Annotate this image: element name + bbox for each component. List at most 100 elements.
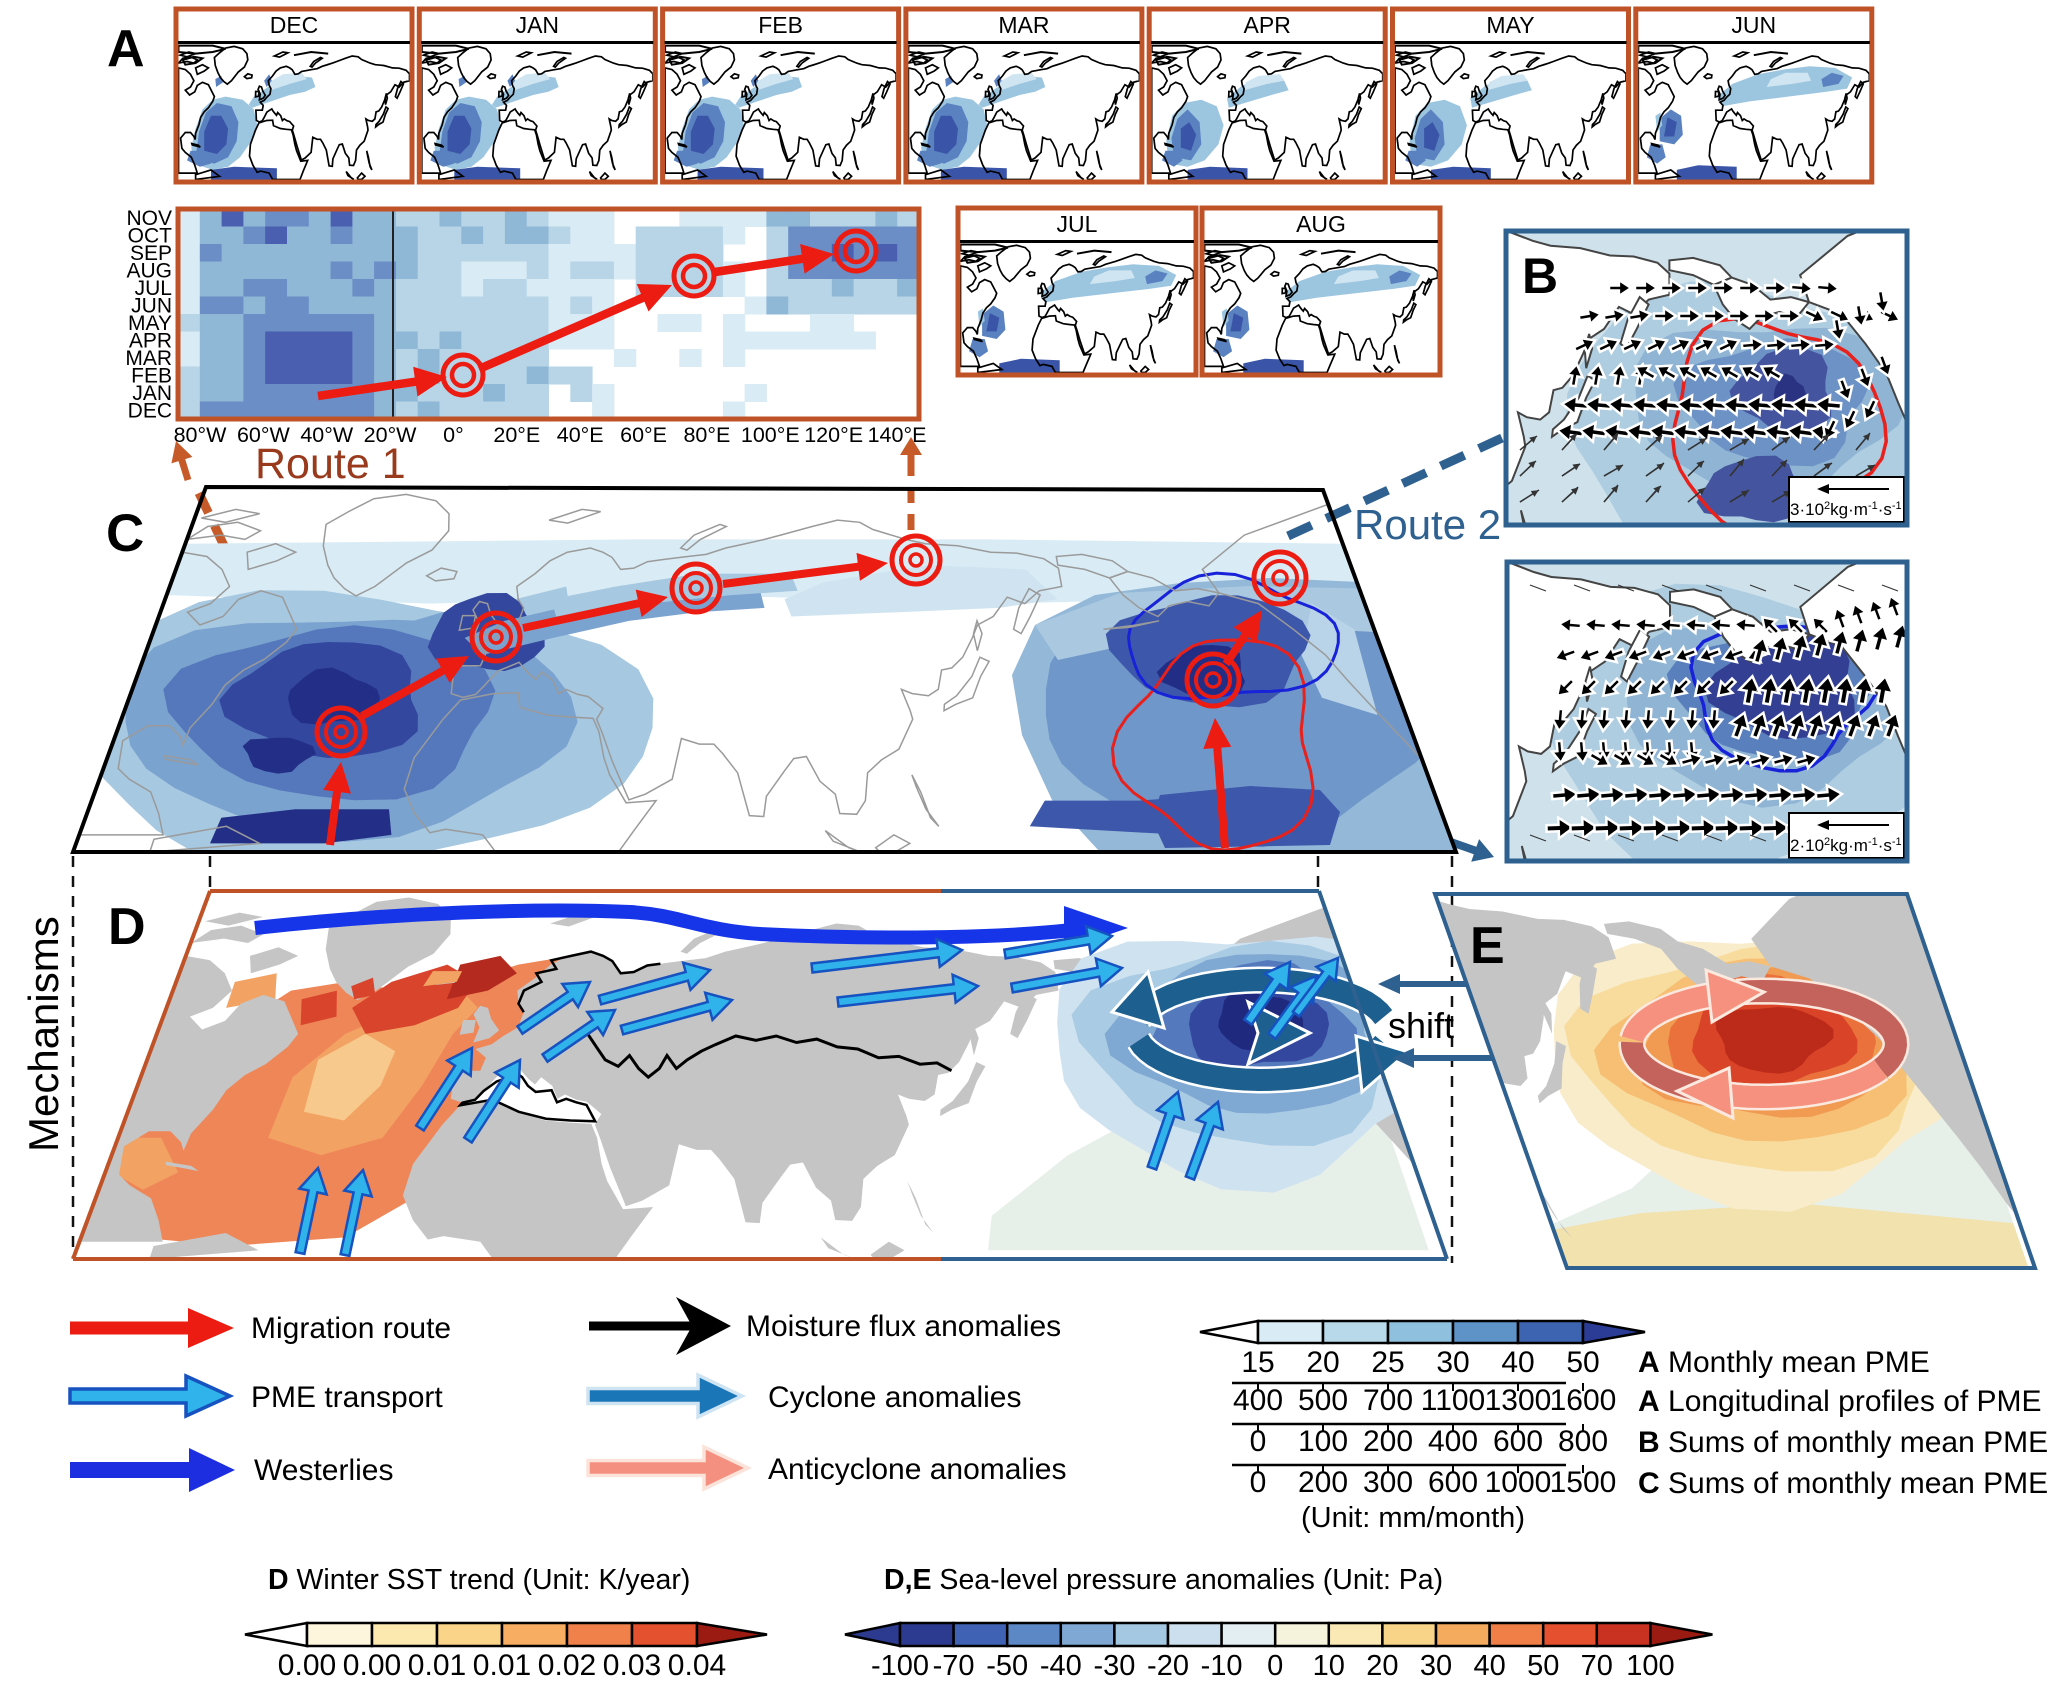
svg-text:JUL: JUL [1057,211,1098,237]
svg-text:PME transport: PME transport [251,1381,443,1414]
svg-text:-100: -100 [871,1650,929,1681]
svg-text:0: 0 [1250,1425,1267,1458]
svg-text:100: 100 [1626,1650,1674,1681]
svg-text:200: 200 [1363,1425,1413,1458]
svg-text:1500: 1500 [1550,1466,1617,1499]
svg-text:30: 30 [1436,1346,1469,1379]
svg-text:FEB: FEB [758,12,803,38]
svg-text:140°E: 140°E [868,423,927,447]
svg-text:SEP: SEP [130,242,172,265]
svg-text:15: 15 [1241,1346,1274,1379]
svg-text:D: D [108,898,146,956]
svg-text:JUN: JUN [1731,12,1776,38]
svg-text:0.02: 0.02 [538,1649,596,1681]
svg-text:B Sums of monthly mean PME: B Sums of monthly mean PME [1638,1426,2048,1459]
svg-text:APR: APR [129,329,172,352]
svg-text:-40: -40 [1040,1650,1082,1681]
svg-text:0.03: 0.03 [603,1649,661,1681]
svg-text:A: A [107,20,145,78]
svg-text:1000: 1000 [1485,1466,1552,1499]
svg-text:MAR: MAR [998,12,1049,38]
svg-text:(Unit: mm/month): (Unit: mm/month) [1301,1502,1525,1534]
svg-text:NOV: NOV [126,207,172,230]
svg-text:OCT: OCT [128,224,173,247]
svg-text:3·102kg·m-1·s-1: 3·102kg·m-1·s-1 [1790,500,1902,519]
svg-text:Cyclone anomalies: Cyclone anomalies [768,1381,1021,1414]
svg-text:APR: APR [1244,12,1291,38]
svg-text:800: 800 [1558,1425,1608,1458]
svg-text:20°E: 20°E [493,423,540,447]
svg-text:10: 10 [1313,1650,1345,1681]
svg-text:2·102kg·m-1·s-1: 2·102kg·m-1·s-1 [1790,836,1902,855]
svg-text:50: 50 [1527,1650,1559,1681]
svg-text:MAR: MAR [125,347,172,370]
svg-text:0.00: 0.00 [343,1649,401,1681]
svg-text:40: 40 [1501,1346,1534,1379]
svg-text:0.04: 0.04 [668,1649,726,1681]
svg-text:DEC: DEC [270,12,319,38]
svg-text:B: B [1522,248,1558,304]
svg-text:60°E: 60°E [620,423,667,447]
svg-text:D Winter SST trend (Unit: K/ye: D Winter SST trend (Unit: K/year) [268,1564,690,1596]
svg-text:AUG: AUG [1296,211,1346,237]
svg-text:0.01: 0.01 [473,1649,531,1681]
svg-text:AUG: AUG [126,259,172,282]
svg-text:-70: -70 [933,1650,975,1681]
svg-text:200: 200 [1298,1466,1348,1499]
svg-text:600: 600 [1428,1466,1478,1499]
svg-text:40°W: 40°W [300,423,354,447]
svg-text:60°W: 60°W [237,423,291,447]
svg-text:0: 0 [1267,1650,1283,1681]
svg-text:100°E: 100°E [741,423,800,447]
svg-text:-50: -50 [986,1650,1028,1681]
svg-text:A Monthly mean PME: A Monthly mean PME [1638,1346,1930,1379]
svg-text:80°E: 80°E [683,423,730,447]
svg-text:1300: 1300 [1485,1384,1552,1417]
svg-text:500: 500 [1298,1384,1348,1417]
svg-text:C Sums of monthly mean PME: C Sums of monthly mean PME [1638,1467,2048,1500]
svg-text:FEB: FEB [131,364,172,387]
svg-text:0: 0 [1250,1466,1267,1499]
svg-text:JAN: JAN [132,382,172,405]
svg-text:20: 20 [1366,1650,1398,1681]
svg-text:20°W: 20°W [364,423,418,447]
svg-text:-20: -20 [1147,1650,1189,1681]
svg-text:20: 20 [1306,1346,1339,1379]
svg-text:0.00: 0.00 [278,1649,336,1681]
svg-text:100: 100 [1298,1425,1348,1458]
svg-text:40°E: 40°E [557,423,604,447]
svg-text:25: 25 [1371,1346,1404,1379]
svg-text:120°E: 120°E [804,423,863,447]
svg-text:A Longitudinal profiles of PME: A Longitudinal profiles of PME [1638,1385,2042,1418]
svg-text:0°: 0° [443,423,464,447]
svg-text:70: 70 [1581,1650,1613,1681]
svg-text:shift: shift [1388,1005,1454,1046]
svg-text:Migration route: Migration route [251,1312,451,1345]
svg-text:-10: -10 [1201,1650,1243,1681]
svg-text:DEC: DEC [128,399,172,422]
svg-text:MAY: MAY [1486,12,1534,38]
svg-text:600: 600 [1493,1425,1543,1458]
svg-text:300: 300 [1363,1466,1413,1499]
svg-text:Route 2: Route 2 [1354,501,1501,548]
svg-text:-30: -30 [1093,1650,1135,1681]
svg-text:D,E Sea-level pressure anomali: D,E Sea-level pressure anomalies (Unit: … [884,1564,1443,1596]
svg-text:Anticyclone anomalies: Anticyclone anomalies [768,1453,1067,1486]
svg-text:0.01: 0.01 [408,1649,466,1681]
svg-text:1100: 1100 [1421,1384,1486,1417]
svg-text:MAY: MAY [128,312,172,335]
svg-text:JUN: JUN [131,294,172,317]
svg-text:400: 400 [1233,1384,1283,1417]
svg-text:Route 1: Route 1 [255,440,406,488]
svg-text:400: 400 [1428,1425,1478,1458]
svg-text:80°W: 80°W [174,423,228,447]
svg-text:30: 30 [1420,1650,1452,1681]
svg-text:Westerlies: Westerlies [254,1454,393,1487]
svg-text:1600: 1600 [1550,1384,1617,1417]
svg-text:Moisture flux anomalies: Moisture flux anomalies [746,1310,1061,1343]
svg-text:C: C [106,504,144,563]
svg-text:700: 700 [1363,1384,1413,1417]
svg-text:E: E [1470,917,1505,975]
svg-text:JUL: JUL [135,277,172,300]
svg-text:Mechanisms: Mechanisms [20,916,67,1152]
